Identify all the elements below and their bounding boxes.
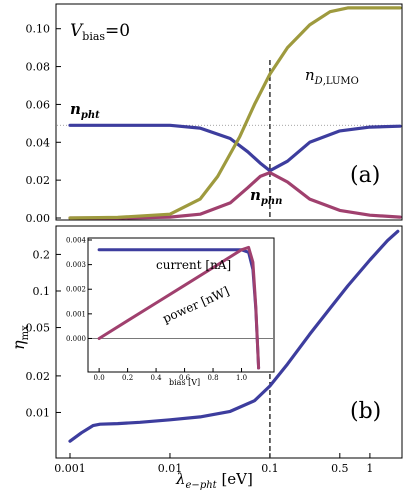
panel-a-ytick-label: 0.10	[26, 23, 51, 36]
panel-b-ytick-label: 0.05	[26, 322, 51, 335]
panel-a-ytick-label: 0.00	[26, 212, 51, 225]
inset-ytick-label: 0.003	[66, 261, 86, 269]
panel-b-tag: (b)	[350, 399, 381, 424]
series-line-n-d-lumo	[68, 6, 402, 220]
panel-b-ytick-label: 0.1	[33, 285, 51, 298]
y-axis-label-eta: ηmx	[9, 325, 31, 350]
panel-a-ytick-label: 0.04	[26, 136, 51, 149]
panel-a-series	[68, 6, 402, 220]
panel-b-xtick-label: 0.1	[261, 462, 279, 475]
panel-a-ytick-label: 0.06	[26, 98, 51, 111]
inset-ytick-label: 0.004	[66, 237, 87, 245]
inset-series-line-power-nw	[97, 245, 261, 370]
series-line-n-phn	[68, 171, 402, 220]
series-line-eta-mx	[68, 229, 400, 443]
panel-b-frame	[55, 225, 403, 459]
panel-b-ticks: 0.01 0.02 0.05 0.1 0.2 0.001 0.01 0.1 0.5 1	[26, 248, 374, 475]
inset-xtick-label: 0.2	[122, 374, 133, 382]
panel-b-xtick-label: 0.001	[54, 462, 86, 475]
inset-ticks: 0.000 0.001 0.002 0.003 0.004 0.0 0.2 0.4 0.6 0.8…	[66, 237, 247, 383]
series-line-n-pht	[68, 123, 402, 173]
inset-xtick-label: 0.4	[151, 374, 163, 382]
panel-b-xtick-label: 0.5	[331, 462, 349, 475]
panel-b-series	[68, 229, 400, 443]
inset-xtick-label: 0.0	[94, 374, 105, 382]
inset-series	[97, 245, 261, 370]
label-npht: npht	[70, 100, 100, 121]
x-axis-label-lambda: λe−pht [eV]	[175, 470, 253, 491]
inset-ytick-label: 0.001	[66, 310, 86, 318]
label-nphn: nphn	[250, 186, 282, 207]
inset-xtick-label: 0.6	[179, 374, 191, 382]
panel-a-ticks: 0.00 0.02 0.04 0.06 0.08 0.10	[26, 23, 61, 225]
inset-xtick-label: 0.8	[207, 374, 218, 382]
panel-b-ytick-label: 0.01	[26, 406, 51, 419]
inset-frame	[87, 237, 275, 373]
panel-a-tag: (a)	[350, 163, 380, 188]
panel-a-ytick-label: 0.02	[26, 174, 51, 187]
panel-b-xtick-label: 0.01	[158, 462, 183, 475]
inset-label-current: current [nA]	[156, 258, 231, 272]
panel-a-frame	[55, 3, 403, 221]
inset-ytick-label: 0.002	[66, 286, 86, 294]
inset-xtick-label: 1.0	[236, 374, 247, 382]
inset-ytick-label: 0.000	[66, 335, 86, 343]
label-nd-lumo: nD,LUMO	[305, 66, 359, 87]
panel-b-ytick-label: 0.2	[33, 248, 51, 261]
panel-a-ytick-label: 0.08	[26, 61, 51, 74]
panel-b-xtick-label: 1	[366, 462, 373, 475]
inset-x-axis-label: bias [V]	[169, 378, 200, 387]
panel-b-ytick-label: 0.02	[26, 370, 51, 383]
vbias-label: Vbias=0	[70, 21, 130, 43]
